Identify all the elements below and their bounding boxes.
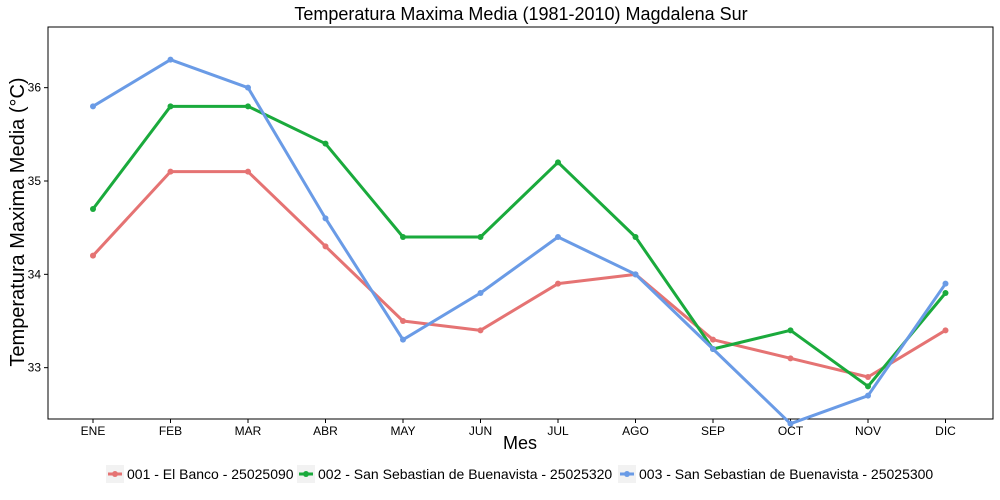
data-point: [245, 168, 251, 175]
x-tick-label: AGO: [622, 424, 649, 438]
legend-item: 001 - El Banco - 25025090: [106, 465, 294, 483]
data-point: [942, 327, 949, 334]
data-point: [400, 336, 406, 343]
x-tick-label: MAY: [390, 424, 415, 438]
series-line: [91, 58, 947, 426]
data-point: [477, 290, 484, 296]
x-axis: ENE FEB MAR ABR MAY JUN JUL AGO SEP OCT NOV DIC: [81, 419, 956, 438]
series-line: [91, 170, 947, 379]
data-point: [400, 318, 406, 324]
data-point: [167, 168, 174, 175]
x-tick-label: JUN: [469, 424, 492, 438]
x-tick-label: ABR: [313, 424, 338, 438]
data-point: [787, 355, 794, 362]
y-tick-label: 36: [28, 81, 42, 95]
data-point: [942, 290, 949, 296]
data-point: [90, 206, 96, 212]
data-point: [787, 327, 794, 334]
y-tick-label: 35: [28, 174, 42, 188]
plot-area: [47, 26, 994, 420]
data-point: [555, 234, 561, 240]
data-point: [710, 336, 716, 343]
y-tick-label: 33: [28, 361, 42, 375]
data-point: [710, 346, 716, 352]
legend-item: 003 - San Sebastian de Buenavista - 2502…: [618, 465, 933, 483]
data-point: [632, 234, 639, 240]
legend-item: 002 - San Sebastian de Buenavista - 2502…: [297, 465, 612, 483]
x-tick-label: MAR: [235, 424, 262, 438]
data-point: [555, 280, 561, 287]
series-3: [90, 56, 949, 427]
x-tick-label: JUL: [547, 424, 569, 438]
data-point: [787, 420, 794, 427]
x-axis-title: Mes: [503, 433, 537, 453]
data-point: [245, 103, 251, 110]
data-point: [245, 84, 251, 91]
data-point: [90, 103, 96, 110]
legend-label: 002 - San Sebastian de Buenavista - 2502…: [318, 466, 612, 482]
x-tick-label: FEB: [159, 424, 182, 438]
legend-key-point: [112, 471, 118, 477]
legend-label: 001 - El Banco - 25025090: [127, 466, 294, 482]
chart-title: Temperatura Maxima Media (1981-2010) Mag…: [294, 4, 747, 24]
data-point: [322, 140, 329, 147]
legend-key-point: [303, 471, 309, 477]
data-point: [322, 215, 329, 222]
series-group: [90, 56, 949, 427]
data-point: [555, 159, 561, 166]
data-point: [632, 271, 639, 278]
x-tick-label: SEP: [701, 424, 725, 438]
data-point: [322, 243, 329, 250]
y-tick-label: 34: [28, 267, 42, 281]
legend-key-point: [624, 471, 630, 477]
x-tick-label: NOV: [855, 424, 881, 438]
legend: 001 - El Banco - 25025090 002 - San Sebas…: [106, 465, 933, 483]
data-point: [865, 392, 871, 399]
data-point: [477, 327, 484, 334]
x-tick-label: DIC: [935, 424, 956, 438]
data-point: [400, 234, 406, 240]
x-tick-label: ENE: [81, 424, 106, 438]
y-axis-title: Temperatura Maxima Media (°C): [7, 77, 29, 366]
legend-label: 003 - San Sebastian de Buenavista - 2502…: [639, 466, 933, 482]
data-point: [942, 280, 949, 287]
data-point: [167, 56, 174, 63]
data-point: [167, 103, 174, 110]
series-line: [91, 104, 947, 388]
data-point: [90, 252, 96, 259]
x-tick-label: OCT: [778, 424, 804, 438]
data-point: [477, 234, 484, 240]
data-point: [865, 374, 871, 380]
data-point: [865, 383, 871, 390]
series-1: [90, 168, 949, 380]
y-axis: 33 34 35 36: [28, 81, 48, 375]
